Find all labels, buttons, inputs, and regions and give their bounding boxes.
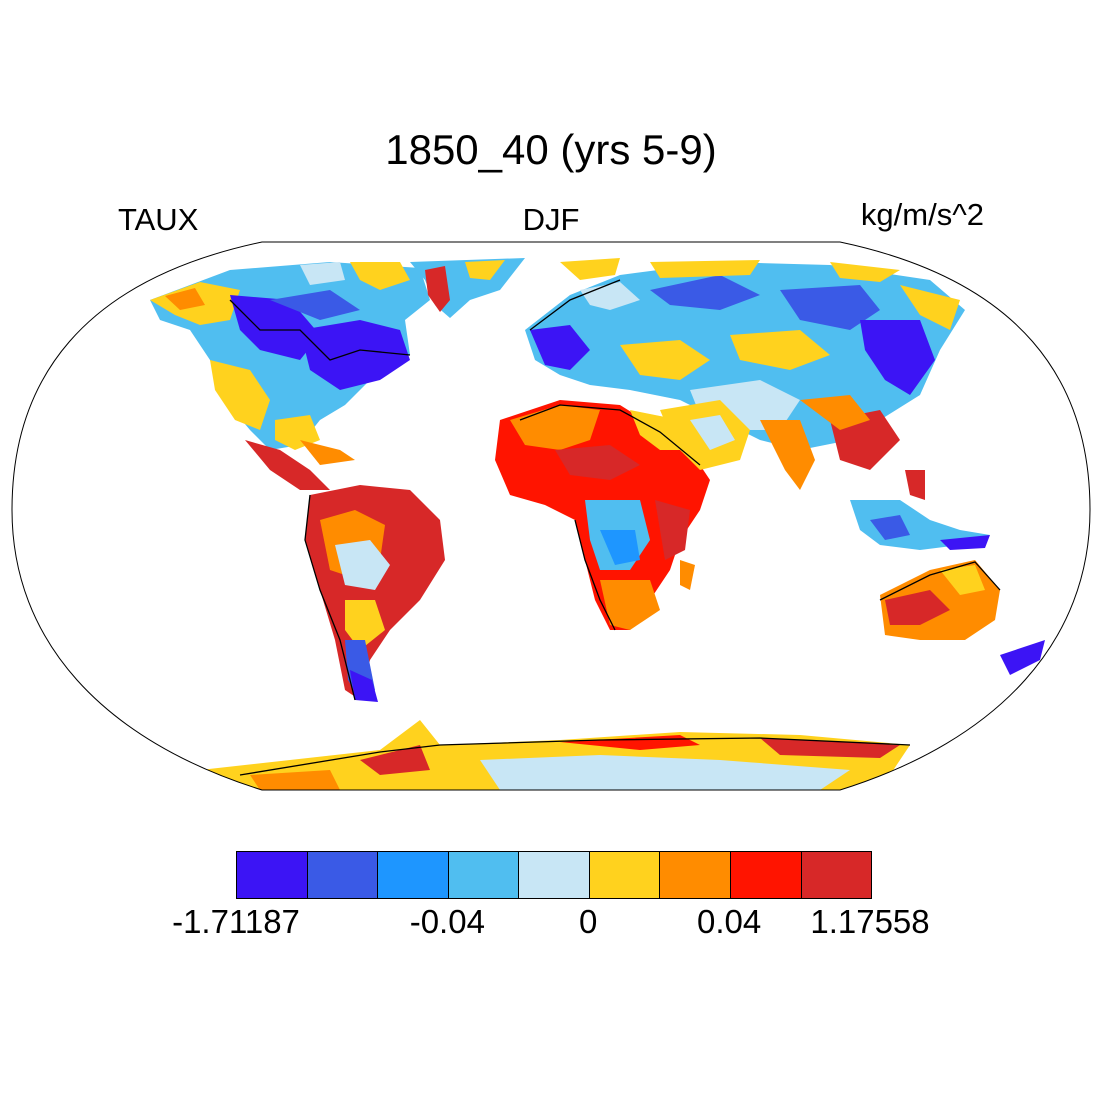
variable-label: TAUX: [118, 202, 199, 237]
colorbar-label: -0.04: [409, 903, 485, 940]
colorbar-swatch: [730, 852, 802, 898]
colorbar-label: -1.71187: [172, 903, 300, 940]
colorbar-swatch: [589, 852, 661, 898]
antarctica-region: [200, 720, 910, 790]
colorbar-label: 1.17558: [810, 903, 930, 940]
africa-region: [495, 400, 710, 630]
colorbar-swatch: [237, 852, 308, 898]
globe-outline: [11, 241, 1091, 791]
colorbar: [236, 851, 872, 899]
north-america-region: [150, 262, 430, 490]
colorbar-swatch: [307, 852, 379, 898]
units-label: kg/m/s^2: [860, 197, 984, 232]
australia-region: [880, 560, 1045, 675]
maritime-asia-region: [850, 470, 990, 550]
colorbar-swatch: [378, 852, 449, 898]
colorbar-swatch: [660, 852, 731, 898]
colorbar-swatch: [448, 852, 520, 898]
south-america-region: [305, 485, 445, 702]
coastlines: [229, 279, 1001, 776]
colorbar-label: 0: [579, 903, 598, 940]
colorbar-swatch: [801, 852, 872, 898]
greenland-region: [410, 258, 525, 318]
map-title: 1850_40 (yrs 5-9): [385, 126, 717, 173]
season-label: DJF: [522, 202, 580, 237]
middle-east-region: [660, 400, 750, 470]
colorbar-label: 0.04: [696, 903, 762, 940]
colorbar-swatch: [519, 852, 590, 898]
eurasia-region: [525, 258, 965, 490]
